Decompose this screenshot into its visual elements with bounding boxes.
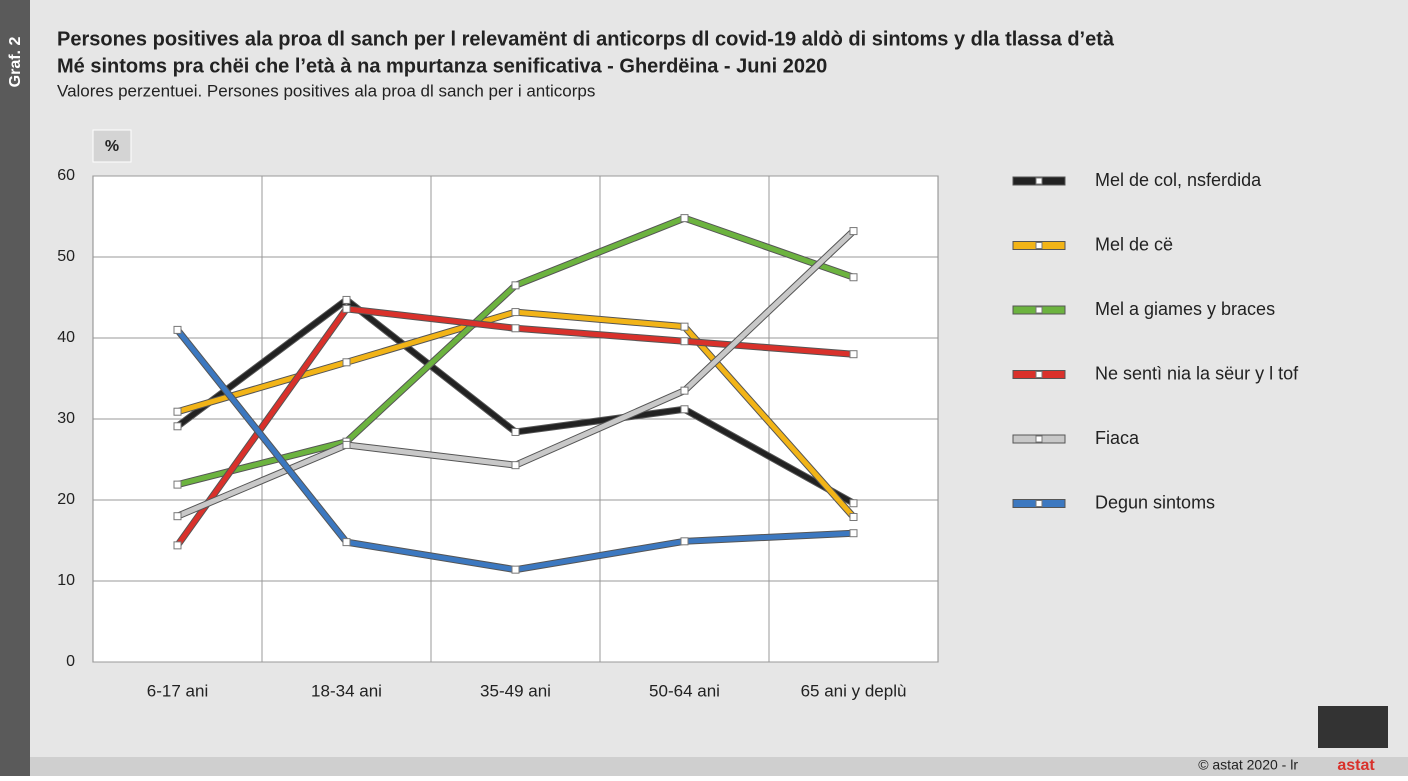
x-tick-label: 50-64 ani <box>649 681 720 700</box>
y-tick-label: 20 <box>57 491 75 508</box>
unit-box <box>92 129 132 163</box>
legend-label: Fiaca <box>1095 428 1140 448</box>
legend-label: Mel a giames y braces <box>1095 299 1275 319</box>
y-tick-label: 10 <box>57 572 75 589</box>
logo-map <box>1318 706 1388 748</box>
point <box>342 358 351 367</box>
legend-label: Ne sentì nia la sëur y l tof <box>1095 363 1299 383</box>
point <box>680 405 689 414</box>
legend-swatch-point <box>1035 177 1043 185</box>
point <box>511 308 520 317</box>
footer-strip <box>30 757 1408 776</box>
point <box>511 461 520 470</box>
chart-subtitle: Valores perzentuei. Persones positives a… <box>57 81 595 100</box>
point <box>849 350 858 359</box>
y-tick-label: 40 <box>57 329 75 346</box>
y-tick-label: 60 <box>57 167 75 184</box>
legend-label: Mel de col, nsferdida <box>1095 170 1262 190</box>
point <box>342 295 351 304</box>
y-tick-label: 50 <box>57 248 75 265</box>
chart-title: Persones positives ala proa dl sanch per… <box>57 28 1115 50</box>
x-tick-label: 35-49 ani <box>480 681 551 700</box>
point <box>173 407 182 416</box>
legend-swatch-point <box>1035 435 1043 443</box>
point <box>849 513 858 522</box>
legend-swatch-point <box>1035 500 1043 507</box>
legend-label: Mel de cë <box>1095 234 1173 254</box>
legend-swatch-point <box>1035 371 1043 378</box>
footer: © astat 2020 - lr <box>1198 757 1298 773</box>
point <box>680 214 689 223</box>
point <box>511 565 520 574</box>
point <box>849 499 858 508</box>
legend-swatch-point <box>1035 242 1043 249</box>
point <box>849 227 858 236</box>
point <box>173 512 182 521</box>
legend-label: Degun sintoms <box>1095 492 1215 512</box>
side-strip <box>0 0 30 776</box>
point <box>173 422 182 431</box>
x-tick-label: 6-17 ani <box>147 681 208 700</box>
point <box>511 427 520 436</box>
logo: astat <box>1337 757 1375 774</box>
point <box>680 386 689 395</box>
point <box>849 529 858 538</box>
point <box>342 304 351 313</box>
point <box>342 440 351 449</box>
y-unit: % <box>105 138 119 155</box>
point <box>511 324 520 333</box>
point <box>173 480 182 489</box>
point <box>680 337 689 346</box>
x-tick-label: 18-34 ani <box>311 681 382 700</box>
point <box>680 322 689 331</box>
point <box>849 273 858 282</box>
legend-swatch-point <box>1035 306 1043 314</box>
y-tick-label: 0 <box>66 653 75 670</box>
point <box>173 325 182 334</box>
x-tick-label: 65 ani y deplù <box>801 681 907 700</box>
y-tick-label: 30 <box>57 410 75 427</box>
chart-title: Mé sintoms pra chëi che l’età à na mpurt… <box>57 55 827 77</box>
point <box>511 281 520 290</box>
point <box>680 537 689 546</box>
side-label: Graf. 2 <box>7 37 24 88</box>
point <box>342 538 351 547</box>
point <box>173 541 182 550</box>
